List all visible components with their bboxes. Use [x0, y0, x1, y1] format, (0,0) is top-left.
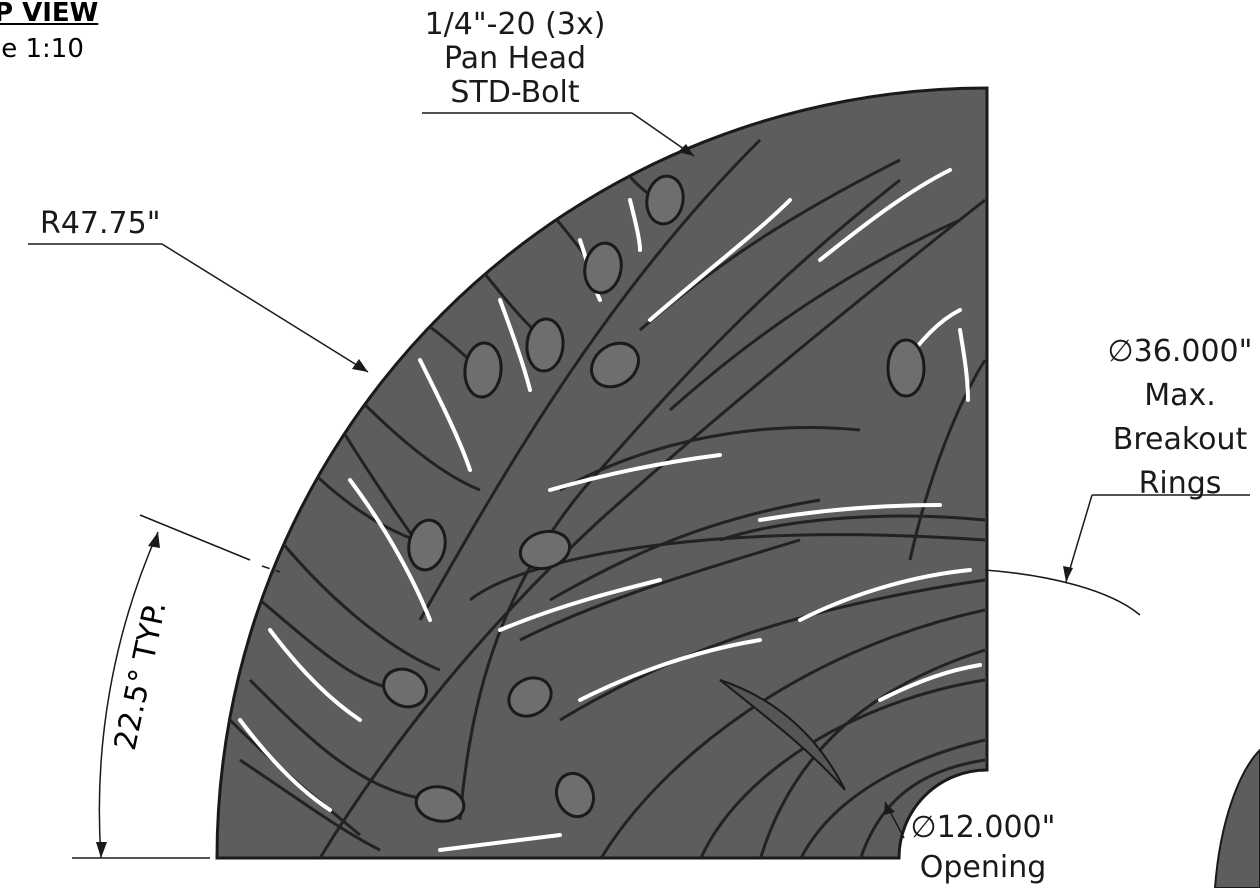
adjacent-view-fragment — [1213, 748, 1260, 888]
bolt-size: 1/4"-20 (3x) — [424, 7, 606, 42]
rings-max: Max. — [1144, 378, 1216, 413]
opening-diameter-row: ∅12.000" — [888, 808, 1078, 848]
bulb-ovals — [382, 174, 926, 823]
rings-diameter-row: ∅36.000" — [1080, 330, 1260, 374]
bolt-callout: 1/4"-20 (3x) Pan Head STD-Bolt — [400, 8, 630, 110]
diameter-symbol-icon: ∅ — [910, 810, 937, 845]
view-title: P VIEW — [0, 0, 99, 28]
view-scale: le 1:10 — [0, 34, 84, 64]
slot-highlights — [238, 168, 982, 852]
bolt-type: STD-Bolt — [450, 75, 580, 110]
dimension-lines — [28, 112, 1250, 859]
rings-diameter: 36.000" — [1133, 334, 1253, 369]
opening-label: Opening — [919, 850, 1047, 885]
dimension-arrows — [96, 144, 1073, 858]
crescent-blade — [719, 679, 846, 791]
diameter-symbol-icon: ∅ — [1107, 334, 1134, 369]
opening-diameter: 12.000" — [936, 810, 1056, 845]
rings-breakout: Breakout — [1112, 422, 1248, 457]
rings-callout: ∅36.000" Max. Breakout Rings — [1080, 330, 1260, 506]
grate-plate — [215, 86, 989, 860]
radius-callout: R47.75" — [40, 206, 161, 241]
rings-label: Rings — [1138, 466, 1222, 501]
opening-callout: ∅12.000" Opening — [888, 808, 1078, 888]
bolt-head: Pan Head — [443, 41, 587, 76]
